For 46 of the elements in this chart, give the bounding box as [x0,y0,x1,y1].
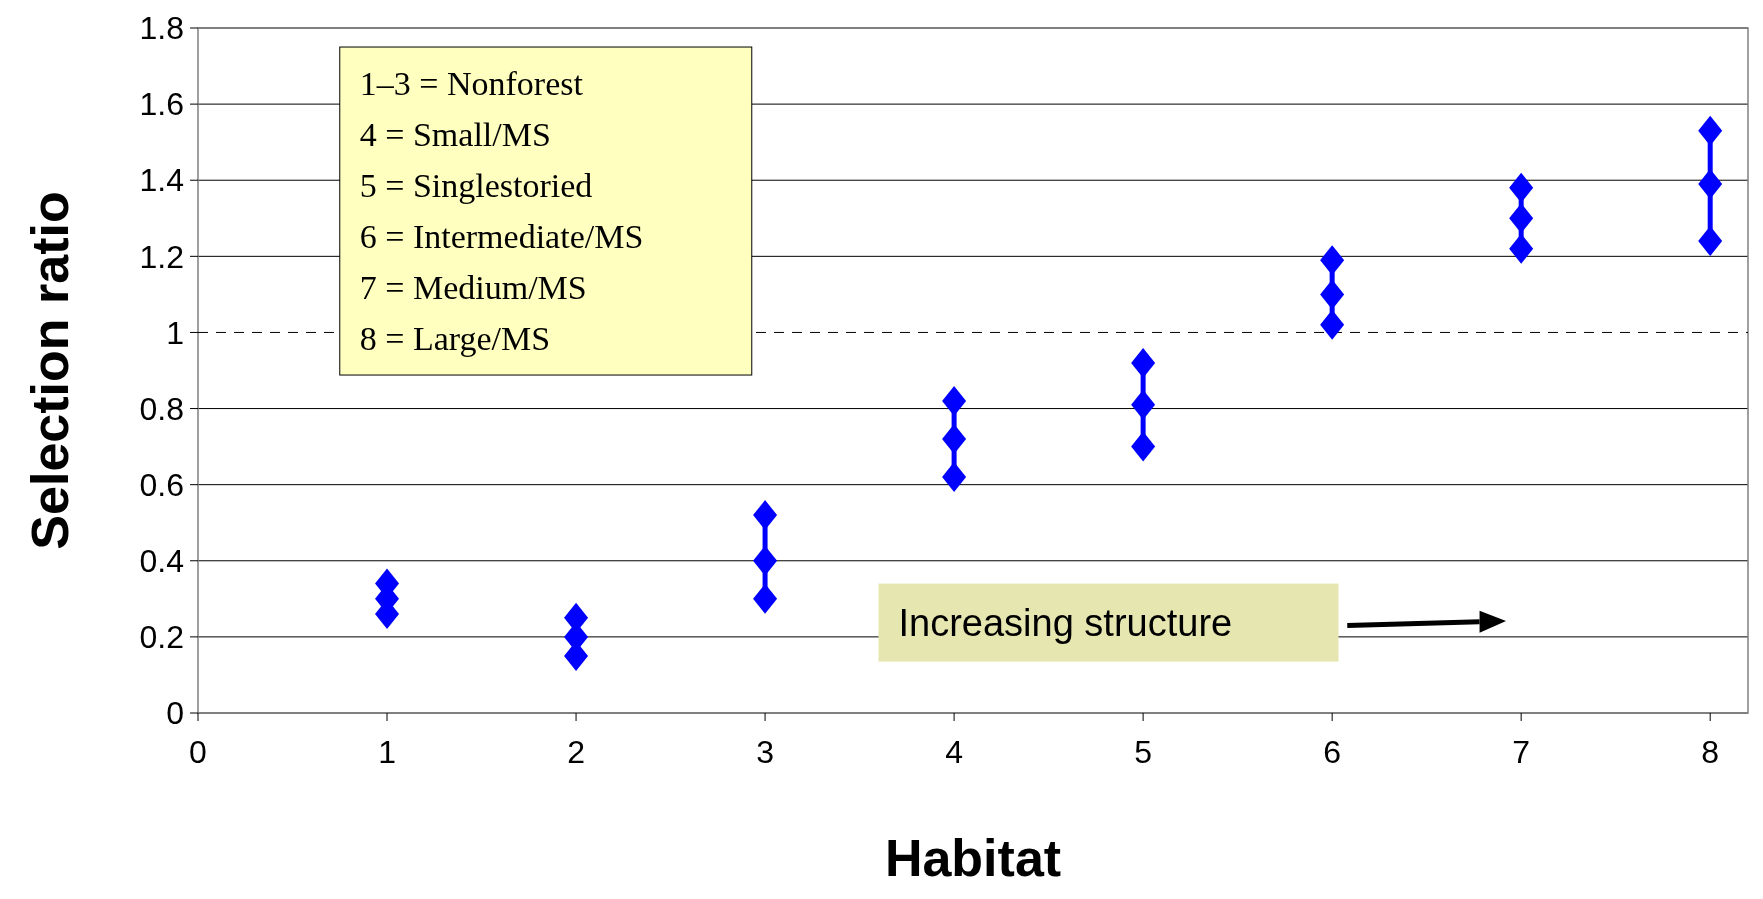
annotation: Increasing structure [898,601,1233,644]
x-tick-label: 7 [1512,734,1531,770]
point [942,424,967,454]
point [1509,233,1534,264]
x-tick-label: 1 [378,734,396,770]
annotation: 8 = Large/MS [359,320,551,358]
x-tick-label: 4 [945,734,963,770]
annotation: 4 = Small/MS [359,116,551,154]
point [1320,245,1345,276]
x-tick-label: 3 [756,734,774,770]
y-tick-label: 1.4 [139,162,184,199]
y-tick-label: 0.2 [139,619,184,656]
point [1320,309,1345,340]
y-tick-label: 0.8 [139,390,184,427]
y-tick-label: 0.4 [139,542,184,579]
y-tick-label: 0 [166,695,184,732]
annotation: 1–3 = Nonforest [359,65,584,103]
point [1509,203,1534,234]
point [753,583,778,614]
x-tick-label: 5 [1134,734,1153,770]
point [942,462,967,493]
annotation: 5 = Singlestoried [359,167,593,205]
y-tick-label: 1.6 [139,86,184,123]
y-tick-label: 1.2 [139,238,184,275]
y-tick-label: 1 [166,314,184,351]
x-tick-label: 8 [1701,734,1720,770]
x-tick-label: 2 [567,734,585,770]
x-axis-title: Habitat [884,829,1062,887]
point [1320,279,1345,310]
y-tick-label: 0.6 [139,466,184,503]
point [942,385,967,416]
annotation: 6 = Intermediate/MS [359,218,644,256]
point [1698,169,1723,200]
y-axis-title: Selection ratio [21,191,79,550]
point [1131,347,1156,378]
point [753,545,778,576]
point [1131,389,1156,420]
point [1698,226,1723,257]
x-tick-label: 0 [189,734,207,770]
point [753,500,778,531]
point [1131,431,1156,462]
point [1509,172,1534,203]
y-tick-label: 1.8 [139,10,184,47]
point [1698,115,1723,146]
annotation: 7 = Medium/MS [359,269,587,307]
x-tick-label: 6 [1323,734,1342,770]
